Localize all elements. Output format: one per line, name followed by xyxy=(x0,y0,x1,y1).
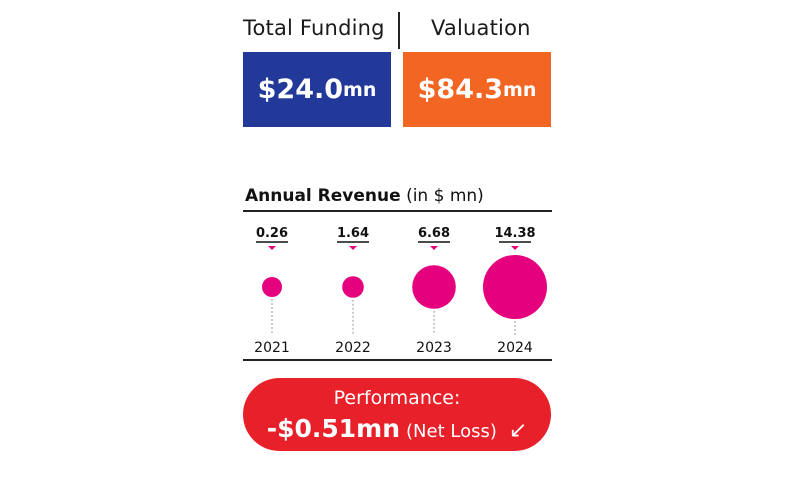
year-label: 2022 xyxy=(335,340,371,356)
year-label: 2024 xyxy=(497,340,533,356)
value-label: 1.64 xyxy=(337,226,369,241)
performance-label: Performance: xyxy=(333,387,461,409)
value-pointer xyxy=(268,246,276,250)
revenue-bubble xyxy=(342,276,364,298)
total-funding-label: Total Funding xyxy=(243,16,385,40)
value-label: 6.68 xyxy=(418,226,450,241)
revenue-title: Annual Revenue (in $ mn) xyxy=(245,186,484,206)
total-funding-value: $24.0 xyxy=(257,74,344,105)
revenue-bottom-rule xyxy=(243,359,552,361)
value-label: 14.38 xyxy=(494,226,535,241)
year-label: 2023 xyxy=(416,340,452,356)
year-label: 2021 xyxy=(254,340,290,356)
performance-pill: Performance: -$0.51mn (Net Loss) ↙ xyxy=(243,378,551,451)
valuation-box: $84.3 mn xyxy=(403,52,551,127)
valuation-value: $84.3 xyxy=(417,74,504,105)
value-label: 0.26 xyxy=(256,226,288,241)
value-pointer xyxy=(511,246,519,250)
valuation-unit: mn xyxy=(503,78,537,101)
total-funding-unit: mn xyxy=(343,78,377,101)
revenue-bubble xyxy=(262,277,282,297)
total-funding-box: $24.0 mn xyxy=(243,52,391,127)
revenue-bubble xyxy=(483,255,547,319)
revenue-title-unit: (in $ mn) xyxy=(406,186,484,206)
value-pointer xyxy=(430,246,438,250)
performance-note: (Net Loss) xyxy=(406,421,497,442)
header-divider xyxy=(398,12,400,49)
valuation-label: Valuation xyxy=(431,16,531,40)
arrow-down-left-icon: ↙ xyxy=(508,418,528,443)
revenue-top-rule xyxy=(243,210,552,212)
performance-line: -$0.51mn (Net Loss) ↙ xyxy=(243,414,551,443)
performance-value: -$0.51mn xyxy=(266,414,401,443)
value-pointer xyxy=(349,246,357,250)
revenue-title-main: Annual Revenue xyxy=(245,186,401,206)
revenue-bubble xyxy=(412,265,456,309)
